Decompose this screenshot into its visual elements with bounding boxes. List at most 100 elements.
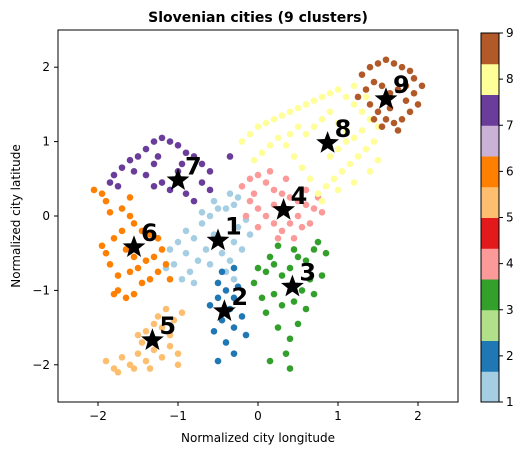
- city-point-cluster-6: [122, 294, 130, 302]
- city-point-cluster-9: [402, 97, 410, 104]
- city-point-cluster-4: [238, 182, 246, 190]
- city-point-cluster-4: [242, 212, 250, 220]
- city-point-cluster-1: [190, 235, 198, 242]
- city-point-cluster-8: [350, 179, 358, 186]
- city-point-cluster-5: [174, 361, 182, 369]
- colorbar-segment: [481, 186, 499, 218]
- city-point-cluster-1: [230, 201, 238, 209]
- centroid-label-3: 3: [299, 259, 316, 287]
- city-point-cluster-5: [166, 331, 174, 339]
- city-point-cluster-4: [286, 194, 294, 201]
- city-point-cluster-1: [178, 275, 186, 283]
- city-point-cluster-9: [390, 60, 398, 67]
- city-point-cluster-5: [142, 357, 150, 365]
- city-point-cluster-1: [190, 279, 198, 287]
- y-axis-ticks: −2 −1 0 1 2: [32, 60, 58, 372]
- city-point-cluster-3: [274, 242, 282, 250]
- city-point-cluster-5: [150, 346, 158, 354]
- city-point-cluster-9: [394, 86, 402, 93]
- city-point-cluster-6: [130, 220, 138, 227]
- city-point-cluster-7: [166, 138, 174, 145]
- city-point-cluster-3: [286, 335, 294, 343]
- city-point-cluster-3: [290, 246, 298, 253]
- city-point-cluster-1: [214, 205, 222, 212]
- city-point-cluster-2: [206, 301, 214, 309]
- colorbar-segment: [481, 156, 499, 188]
- city-point-cluster-8: [318, 93, 326, 101]
- city-point-cluster-8: [310, 123, 318, 131]
- city-point-cluster-2: [230, 350, 238, 357]
- colorbar-tick-label: 5: [506, 211, 514, 225]
- city-point-cluster-8: [350, 101, 358, 108]
- colorbar-tick-label: 9: [506, 26, 514, 40]
- colorbar-segment: [481, 279, 499, 311]
- city-point-cluster-8: [286, 130, 294, 138]
- city-point-cluster-5: [162, 305, 170, 313]
- city-point-cluster-3: [286, 365, 294, 372]
- city-point-cluster-9: [382, 56, 390, 64]
- centroid-star-2: [212, 299, 236, 321]
- city-point-cluster-8: [326, 153, 334, 160]
- centroid-label-9: 9: [393, 71, 410, 99]
- city-point-cluster-8: [306, 175, 314, 183]
- city-point-cluster-1: [198, 208, 206, 216]
- city-point-cluster-1: [234, 223, 242, 231]
- centroid-label-5: 5: [159, 312, 176, 340]
- points-layer: [90, 56, 426, 376]
- city-point-cluster-9: [378, 82, 386, 90]
- city-point-cluster-7: [226, 153, 234, 160]
- centroid-label-7: 7: [185, 152, 202, 180]
- city-point-cluster-3: [290, 298, 298, 305]
- y-tick-label: 0: [42, 209, 50, 223]
- city-point-cluster-8: [342, 138, 350, 145]
- city-point-cluster-5: [114, 368, 122, 376]
- centroid-label-4: 4: [291, 182, 308, 210]
- city-point-cluster-7: [158, 179, 166, 186]
- city-point-cluster-3: [302, 257, 310, 264]
- city-point-cluster-7: [198, 160, 206, 168]
- city-point-cluster-4: [310, 205, 318, 212]
- city-point-cluster-9: [398, 115, 406, 123]
- city-point-cluster-5: [138, 339, 146, 346]
- city-point-cluster-1: [238, 246, 246, 253]
- city-point-cluster-9: [374, 60, 382, 67]
- x-tick-label: 2: [414, 409, 422, 423]
- city-point-cluster-4: [294, 212, 302, 220]
- colorbar-tick-label: 3: [506, 303, 514, 317]
- city-point-cluster-8: [294, 123, 302, 131]
- y-tick-label: 2: [42, 60, 50, 74]
- city-point-cluster-6: [102, 197, 110, 205]
- city-point-cluster-4: [286, 220, 294, 227]
- city-point-cluster-2: [222, 339, 230, 346]
- city-point-cluster-8: [338, 168, 346, 175]
- city-point-cluster-5: [170, 316, 178, 324]
- city-point-cluster-8: [258, 149, 266, 157]
- city-point-cluster-4: [266, 168, 274, 175]
- city-point-cluster-1: [222, 205, 230, 212]
- city-point-cluster-6: [150, 253, 158, 261]
- city-point-cluster-6: [134, 264, 142, 272]
- city-point-cluster-4: [254, 223, 262, 231]
- centroid-star-9: [374, 87, 398, 109]
- city-point-cluster-2: [214, 279, 222, 287]
- city-point-cluster-8: [314, 190, 322, 197]
- colorbar-segment: [481, 340, 499, 372]
- centroid-star-7: [166, 168, 190, 190]
- city-point-cluster-8: [366, 168, 374, 175]
- city-point-cluster-8: [326, 108, 334, 116]
- city-point-cluster-8: [262, 119, 270, 127]
- city-point-cluster-1: [218, 249, 226, 257]
- city-point-cluster-6: [110, 290, 118, 298]
- city-point-cluster-7: [158, 134, 166, 142]
- city-point-cluster-5: [150, 320, 158, 328]
- colorbar-segment: [481, 94, 499, 126]
- city-point-cluster-1: [230, 275, 238, 283]
- city-point-cluster-7: [198, 179, 206, 186]
- city-point-cluster-6: [126, 212, 134, 220]
- y-tick-label: −2: [32, 358, 50, 372]
- centroid-star-6: [122, 235, 146, 257]
- city-point-cluster-4: [294, 197, 302, 205]
- city-point-cluster-6: [154, 268, 162, 276]
- city-point-cluster-4: [302, 186, 310, 194]
- city-point-cluster-6: [158, 246, 166, 253]
